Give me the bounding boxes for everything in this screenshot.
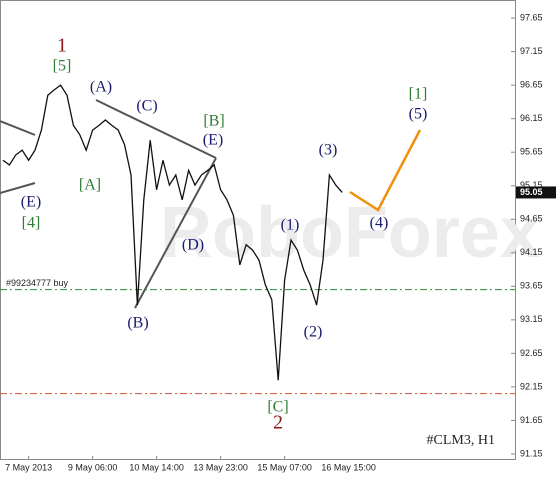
wave-label: [4]	[22, 215, 41, 232]
x-tick-label: 7 May 2013	[5, 462, 52, 472]
x-tick-label: 9 May 06:00	[68, 462, 118, 472]
x-tick-label: 16 May 15:00	[321, 462, 376, 472]
wave-label: (D)	[182, 237, 204, 254]
wave-label: [A]	[79, 177, 101, 194]
y-tick-label: 92.15	[520, 381, 543, 391]
y-tick-label: 93.15	[520, 314, 543, 324]
y-tick-label: 91.65	[520, 415, 543, 425]
y-tick-label: 95.15	[520, 180, 543, 190]
y-tick-label: 97.65	[520, 12, 543, 22]
current-price-box	[516, 186, 556, 199]
plot-frame	[0, 0, 516, 460]
wave-label: (E)	[21, 194, 41, 211]
wave-label: (E)	[203, 132, 223, 149]
trend-line	[0, 120, 36, 136]
watermark: RoboForex	[160, 193, 540, 273]
projection-line	[349, 129, 422, 212]
x-tick-label: 10 May 14:00	[129, 462, 184, 472]
y-tick-label: 92.65	[520, 348, 543, 358]
x-tick-label: 15 May 07:00	[257, 462, 312, 472]
wave-label: (2)	[304, 324, 323, 341]
wave-label: (4)	[370, 215, 389, 232]
y-tick-label: 97.15	[520, 46, 543, 56]
y-tick-label: 96.65	[520, 80, 543, 90]
y-tick-label: 91.15	[520, 448, 543, 458]
wave-label: (C)	[136, 98, 157, 115]
trend-line	[95, 99, 217, 159]
wave-label: [5]	[53, 58, 72, 75]
x-tick-label: 13 May 23:00	[193, 462, 248, 472]
wave-label: 1	[57, 35, 67, 57]
wave-label: (3)	[319, 142, 338, 159]
y-tick-label: 96.15	[520, 113, 543, 123]
wave-label: 2	[273, 412, 283, 434]
wave-label: (1)	[281, 217, 300, 234]
wave-label: (5)	[409, 106, 428, 123]
y-tick-label: 94.15	[520, 247, 543, 257]
y-tick-label: 95.65	[520, 147, 543, 157]
y-tick-label: 94.65	[520, 214, 543, 224]
wave-label: [1]	[409, 86, 428, 103]
current-price-label: 95.05	[520, 187, 543, 197]
wave-label: (B)	[127, 315, 148, 332]
chart-title: #CLM3, H1	[427, 433, 495, 448]
y-tick-label: 93.65	[520, 281, 543, 291]
trend-line	[134, 157, 217, 309]
price-line	[2, 84, 343, 381]
wave-label: [B]	[203, 113, 224, 130]
trend-line	[0, 182, 36, 194]
wave-label: (A)	[90, 79, 112, 96]
wave-label: [C]	[267, 399, 288, 416]
buy-label: #99234777 buy	[6, 278, 69, 288]
